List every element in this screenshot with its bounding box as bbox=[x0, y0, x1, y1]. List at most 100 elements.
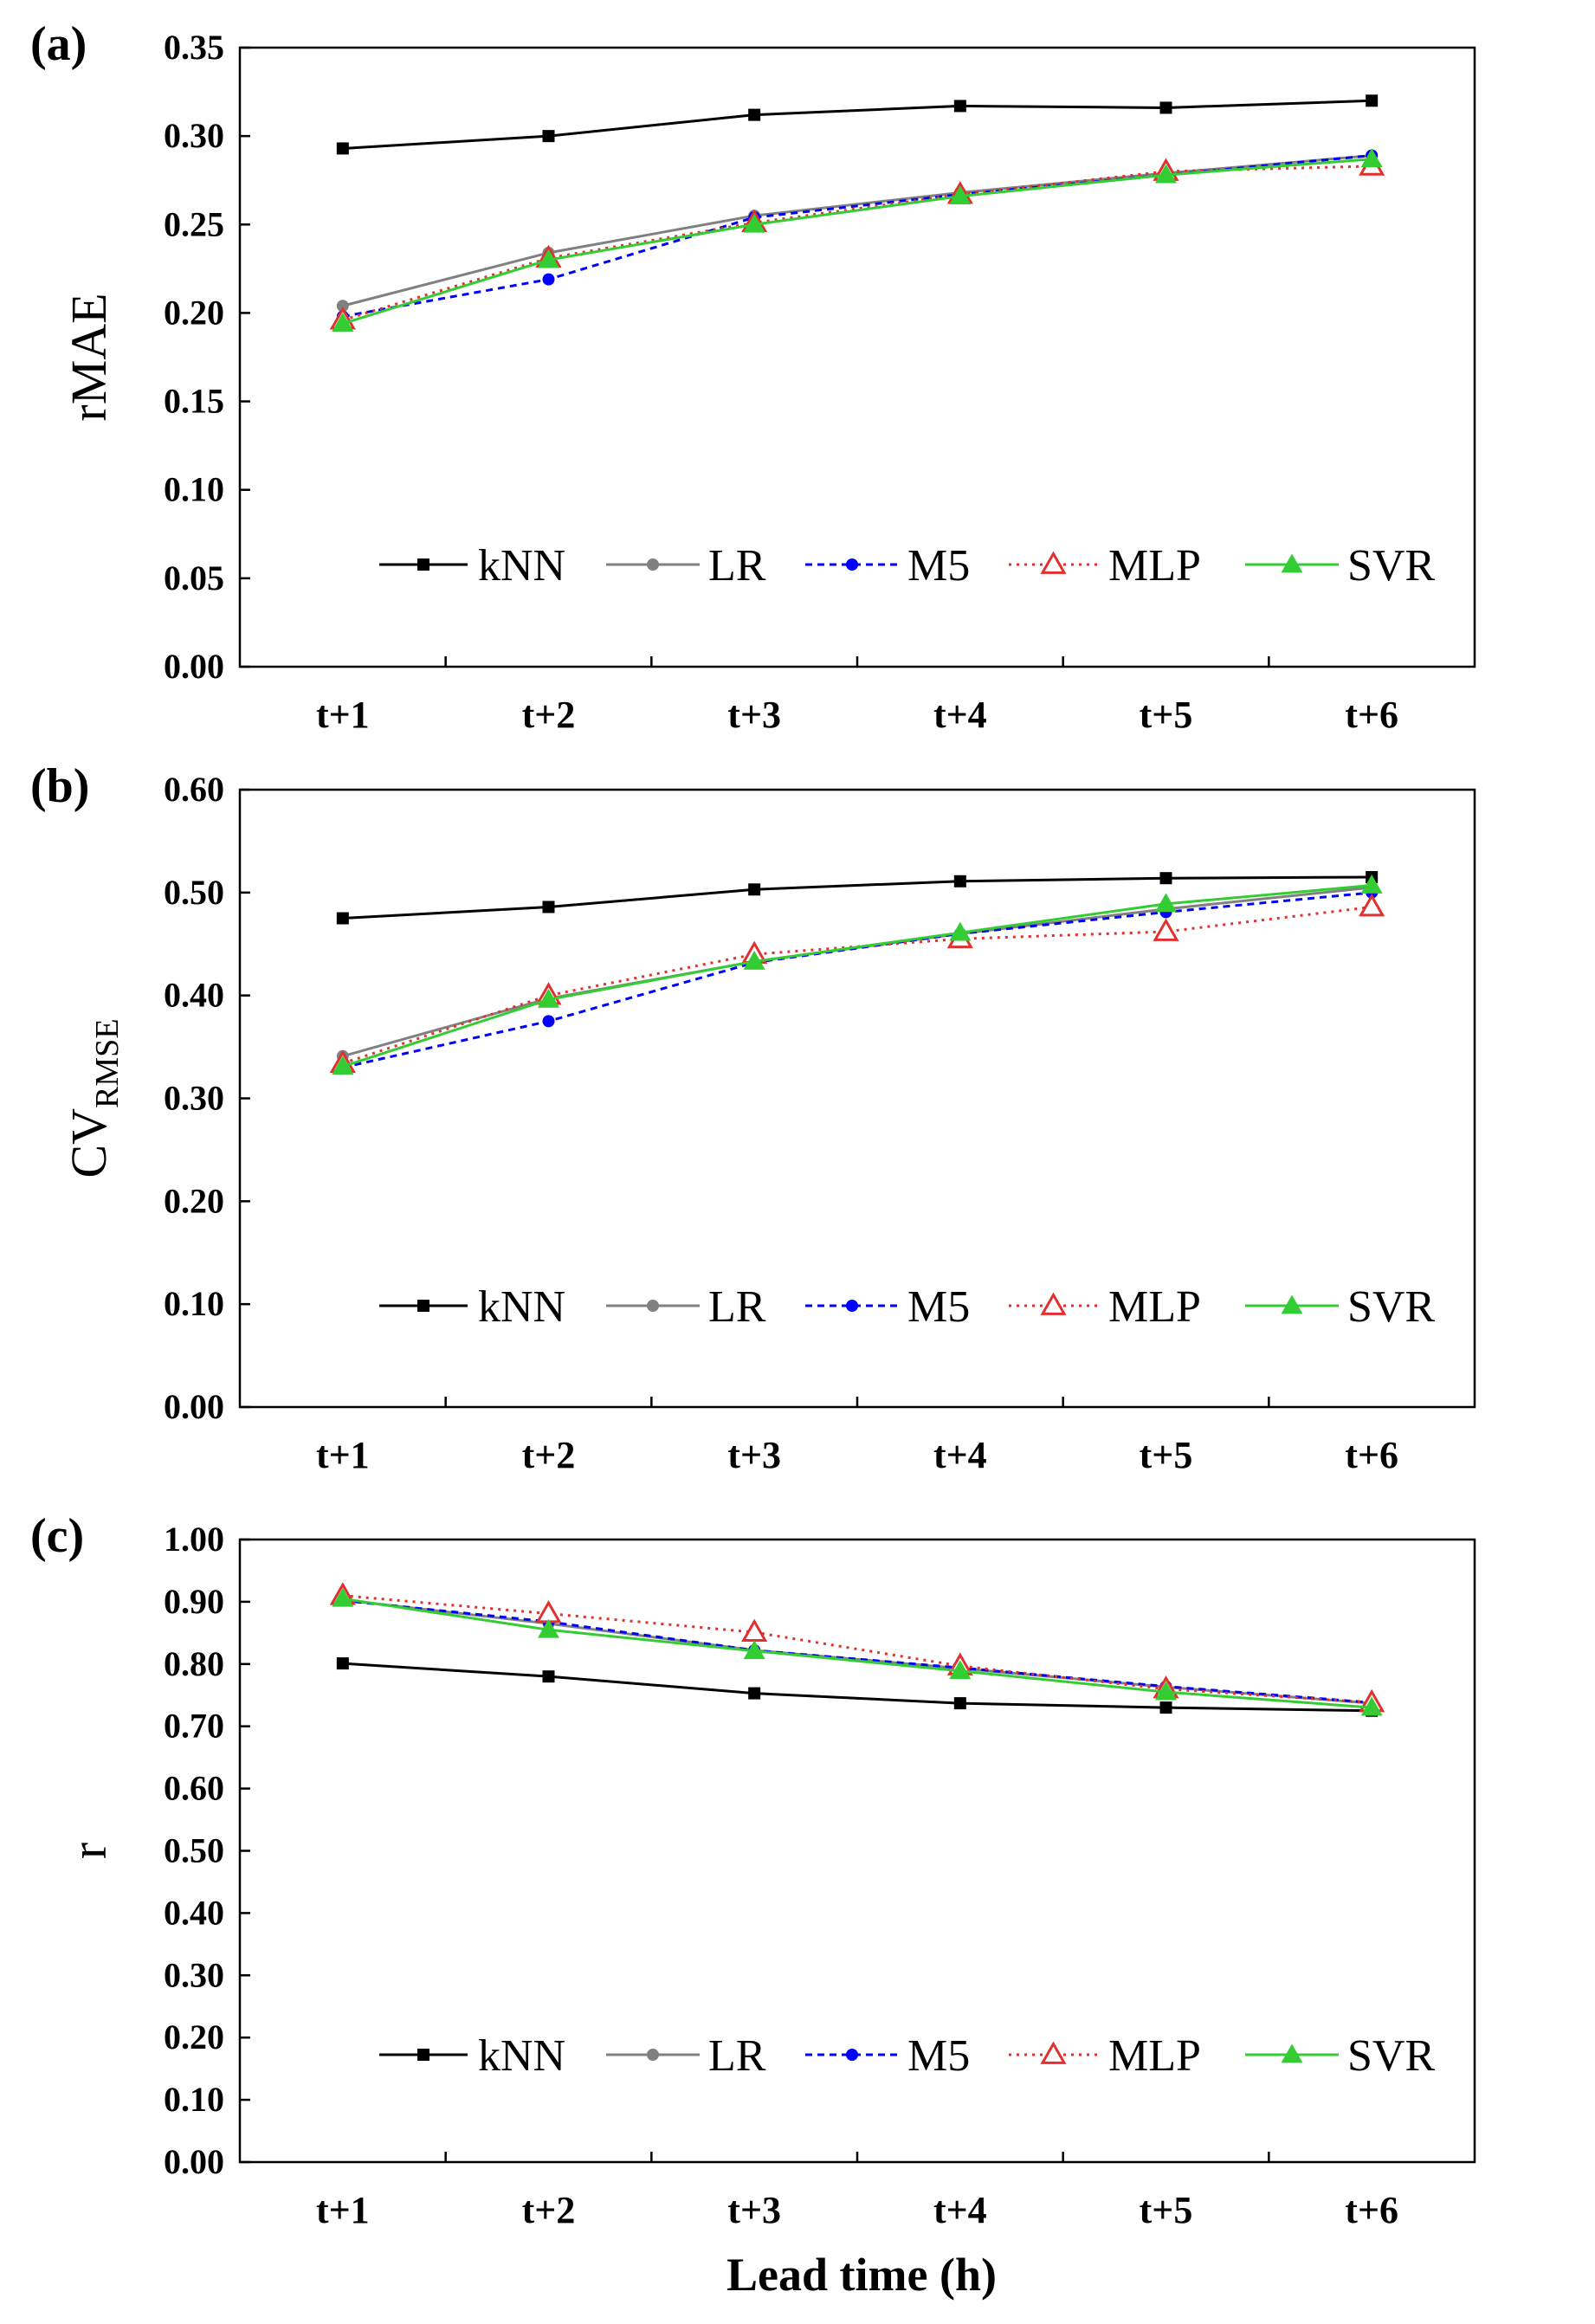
series-knn bbox=[336, 1657, 1379, 1717]
data-point bbox=[1359, 893, 1385, 917]
y-tick-label: 0.10 bbox=[164, 470, 224, 509]
y-axis-title: CVRMSE bbox=[61, 1018, 126, 1178]
legend: kNN LR M5 MLP SVR bbox=[379, 2031, 1435, 2081]
data-point bbox=[535, 1600, 562, 1624]
data-point bbox=[538, 1618, 559, 1638]
data-point bbox=[953, 1697, 966, 1710]
legend-item-lr: LR bbox=[606, 2031, 766, 2081]
y-tick-label: 0.25 bbox=[164, 204, 224, 243]
x-tick-label: t+6 bbox=[1345, 2189, 1398, 2231]
series-line bbox=[342, 99, 1372, 150]
y-tick-label: 0.30 bbox=[164, 1955, 224, 1994]
x-tick-label: t+3 bbox=[727, 2189, 781, 2231]
series-line bbox=[342, 1597, 1372, 1709]
legend-label: kNN bbox=[478, 541, 565, 591]
data-point bbox=[1155, 164, 1177, 184]
data-point bbox=[949, 185, 972, 204]
y-axis-title: rMAE bbox=[61, 293, 117, 421]
legend-marker bbox=[1040, 1292, 1067, 1315]
data-point bbox=[1159, 1701, 1172, 1714]
chart-panel-3: 0.00 0.10 0.20 0.30 0.40 0.50 0.60 0.70 0.80 0.90… bbox=[30, 1509, 1476, 2231]
series-lr bbox=[336, 1593, 1379, 1710]
data-point bbox=[1159, 872, 1172, 885]
legend-label: kNN bbox=[478, 2031, 565, 2081]
plot-frame bbox=[238, 788, 1476, 1409]
series-line bbox=[342, 884, 1372, 1068]
legend: kNN LR M5 MLP SVR bbox=[379, 541, 1435, 591]
y-tick-label: 0.60 bbox=[164, 1769, 224, 1808]
x-tick-label: t+6 bbox=[1345, 1434, 1398, 1476]
legend-item-svr: SVR bbox=[1245, 1282, 1435, 1332]
chart-panel-2: 0.00 0.10 0.20 0.30 0.40 0.50 0.60 t+1 t+2 t+3 t+4… bbox=[30, 759, 1476, 1476]
legend-marker bbox=[647, 2049, 659, 2061]
series-mlp bbox=[329, 152, 1385, 330]
legend-item-knn: kNN bbox=[379, 1282, 565, 1332]
legend-marker bbox=[1281, 1294, 1303, 1314]
data-point bbox=[743, 950, 765, 970]
legend: kNN LR M5 MLP SVR bbox=[379, 1282, 1435, 1332]
x-tick-label: t+4 bbox=[933, 1434, 987, 1476]
plot-frame bbox=[238, 46, 1476, 668]
y-tick-label: 0.20 bbox=[164, 1181, 224, 1220]
legend-label: M5 bbox=[907, 2031, 970, 2081]
y-tick-label: 0.60 bbox=[164, 770, 224, 809]
series-line bbox=[342, 154, 1372, 318]
y-tick-label: 0.10 bbox=[164, 1284, 224, 1323]
data-point bbox=[336, 300, 349, 313]
legend-item-mlp: MLP bbox=[1009, 2031, 1201, 2081]
data-point bbox=[538, 249, 559, 268]
legend-marker bbox=[647, 558, 659, 571]
data-point bbox=[748, 1687, 761, 1700]
legend-marker bbox=[846, 1300, 858, 1312]
data-point bbox=[1360, 148, 1383, 168]
legend-label: M5 bbox=[907, 541, 970, 591]
data-point bbox=[538, 988, 559, 1008]
y-tick-label: 0.50 bbox=[164, 1831, 224, 1870]
series-svr bbox=[332, 1587, 1383, 1716]
x-tick-label: t+2 bbox=[522, 1434, 576, 1476]
data-point bbox=[542, 901, 555, 913]
legend-label: M5 bbox=[907, 1282, 970, 1332]
y-tick-label: 0.00 bbox=[164, 2142, 224, 2181]
legend-item-knn: kNN bbox=[379, 2031, 565, 2081]
y-tick-label: 0.10 bbox=[164, 2080, 224, 2119]
panel-label: (c) bbox=[30, 1509, 84, 1563]
data-point bbox=[1360, 875, 1383, 894]
legend-marker bbox=[1040, 2041, 1067, 2064]
series-line bbox=[342, 1662, 1372, 1713]
legend-item-svr: SVR bbox=[1245, 2031, 1435, 2081]
y-axis-title-subscript: RMSE bbox=[89, 1018, 126, 1107]
x-tick-label: t+1 bbox=[316, 1434, 370, 1476]
legend-label: MLP bbox=[1108, 1282, 1201, 1332]
data-point bbox=[542, 273, 555, 286]
data-point bbox=[332, 1055, 354, 1075]
data-point bbox=[1153, 918, 1179, 941]
series-svr bbox=[332, 148, 1383, 332]
y-tick-label: 0.80 bbox=[164, 1644, 224, 1683]
data-point bbox=[1159, 101, 1172, 114]
series-line bbox=[342, 1598, 1372, 1705]
x-tick-label: t+3 bbox=[727, 1434, 781, 1476]
series-line bbox=[342, 154, 1372, 307]
x-tick-label: t+5 bbox=[1140, 2189, 1193, 2231]
legend-label: MLP bbox=[1108, 2031, 1201, 2081]
data-point bbox=[542, 130, 555, 143]
series-svr bbox=[332, 875, 1383, 1075]
chart-panel-1: 0.00 0.05 0.10 0.15 0.20 0.25 0.30 0.35 t+1 t+2 t+… bbox=[30, 17, 1476, 736]
legend-label: SVR bbox=[1347, 541, 1435, 591]
legend-label: kNN bbox=[478, 1282, 565, 1332]
series-m5 bbox=[336, 149, 1379, 323]
legend-item-lr: LR bbox=[606, 541, 766, 591]
y-tick-label: 0.30 bbox=[164, 1079, 224, 1118]
legend-marker bbox=[846, 2049, 858, 2061]
x-tick-label: t+5 bbox=[1140, 1434, 1193, 1476]
data-point bbox=[332, 1587, 354, 1607]
y-tick-label: 0.00 bbox=[164, 1387, 224, 1426]
series-line bbox=[342, 165, 1372, 322]
series-line bbox=[342, 1594, 1372, 1704]
legend-label: MLP bbox=[1108, 541, 1201, 591]
data-point bbox=[743, 213, 765, 233]
legend-marker bbox=[417, 1300, 429, 1312]
legend-item-svr: SVR bbox=[1245, 541, 1435, 591]
y-tick-label: 0.70 bbox=[164, 1707, 224, 1746]
